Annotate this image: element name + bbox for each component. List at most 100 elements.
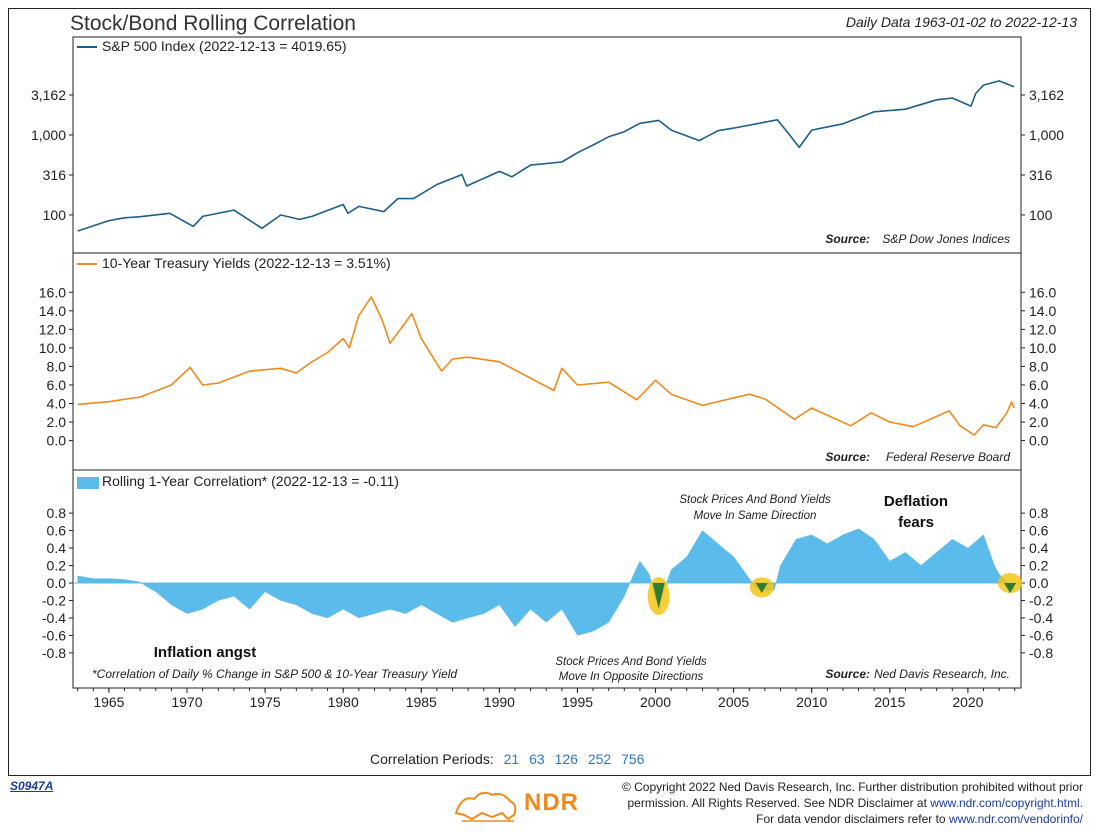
y-tick-label-right: 0.0 bbox=[1029, 575, 1049, 591]
source-value: Ned Davis Research, Inc. bbox=[874, 667, 1010, 681]
annotation-deflation-1: Deflation bbox=[884, 493, 948, 510]
y-tick-label-left: 100 bbox=[43, 207, 67, 223]
x-tick-label: 1980 bbox=[328, 694, 359, 710]
x-tick-label: 2005 bbox=[718, 694, 749, 710]
chart-frame bbox=[8, 8, 1091, 776]
y-tick-label-left: -0.4 bbox=[42, 610, 66, 626]
y-tick-label-left: 14.0 bbox=[39, 303, 66, 319]
series-line-yield bbox=[77, 296, 1015, 436]
highlight-negative-area bbox=[755, 583, 768, 593]
footnote: *Correlation of Daily % Change in S&P 50… bbox=[92, 667, 457, 681]
x-tick-label: 1970 bbox=[171, 694, 202, 710]
copyright-link[interactable]: www.ndr.com/copyright.html. bbox=[930, 796, 1083, 810]
period-21[interactable]: 21 bbox=[503, 751, 520, 767]
y-tick-label-left: 0.8 bbox=[47, 505, 67, 521]
y-tick-label-left: 12.0 bbox=[39, 321, 66, 337]
copyright-line-1: © Copyright 2022 Ned Davis Research, Inc… bbox=[621, 780, 1083, 794]
y-tick-label-right: -0.2 bbox=[1029, 592, 1053, 608]
annotation-same-direction-2: Move In Same Direction bbox=[694, 510, 817, 522]
x-tick-label: 1995 bbox=[562, 694, 593, 710]
y-tick-label-right: 0.2 bbox=[1029, 558, 1049, 574]
y-tick-label-right: -0.4 bbox=[1029, 610, 1053, 626]
y-tick-label-right: 16.0 bbox=[1029, 284, 1056, 300]
y-tick-label-left: 3,162 bbox=[31, 87, 66, 103]
period-63[interactable]: 63 bbox=[529, 751, 545, 767]
panel-border-sp500 bbox=[72, 36, 1022, 254]
y-tick-label-right: 4.0 bbox=[1029, 396, 1049, 412]
y-tick-label-left: 0.6 bbox=[47, 523, 67, 539]
y-tick-label-right: 10.0 bbox=[1029, 340, 1056, 356]
y-tick-label-right: 100 bbox=[1029, 207, 1053, 223]
page-title: Stock/Bond Rolling Correlation bbox=[70, 12, 356, 35]
y-tick-label-left: -0.6 bbox=[42, 627, 66, 643]
x-tick-label: 1975 bbox=[250, 694, 281, 710]
y-tick-label-right: 0.4 bbox=[1029, 540, 1049, 556]
period-756[interactable]: 756 bbox=[621, 751, 645, 767]
source-value: Federal Reserve Board bbox=[886, 450, 1010, 464]
y-tick-label-left: 0.2 bbox=[47, 558, 67, 574]
legend-swatch bbox=[77, 477, 99, 489]
y-tick-label-left: 316 bbox=[43, 167, 67, 183]
y-tick-label-right: 0.0 bbox=[1029, 433, 1049, 449]
y-tick-label-right: 6.0 bbox=[1029, 377, 1049, 393]
copyright-line-3: For data vendor disclaimers refer to bbox=[756, 812, 946, 826]
annotation-same-direction-1: Stock Prices And Bond Yields bbox=[679, 494, 831, 506]
correlation-area bbox=[77, 528, 1015, 636]
y-tick-label-right: 316 bbox=[1029, 167, 1053, 183]
source-label: Source: bbox=[825, 450, 870, 464]
x-tick-label: 1990 bbox=[484, 694, 515, 710]
series-line-sp500 bbox=[77, 80, 1015, 232]
source-label: Source: bbox=[825, 232, 870, 246]
period-252[interactable]: 252 bbox=[587, 751, 612, 767]
y-tick-label-right: 2.0 bbox=[1029, 414, 1049, 430]
source-label: Source: bbox=[825, 667, 870, 681]
y-tick-label-right: 0.6 bbox=[1029, 523, 1049, 539]
annotation-opposite-direction-1: Stock Prices And Bond Yields bbox=[555, 656, 707, 668]
panels: 3,162 3,162 1,000 1,000 316 316 100 100 S&P 500 … bbox=[31, 36, 1064, 710]
legend-label: S&P 500 Index (2022-12-13 = 4019.65) bbox=[102, 38, 347, 54]
x-tick-label: 1965 bbox=[93, 694, 124, 710]
y-tick-label-right: 14.0 bbox=[1029, 303, 1056, 319]
y-tick-label-left: -0.2 bbox=[42, 592, 66, 608]
x-tick-label: 2015 bbox=[874, 694, 905, 710]
annotation-deflation-2: fears bbox=[898, 514, 934, 531]
periods-label: Correlation Periods: bbox=[370, 751, 494, 767]
y-tick-label-left: 1,000 bbox=[31, 127, 66, 143]
y-tick-label-left: 6.0 bbox=[47, 377, 67, 393]
annotations: Stock Prices And Bond Yields Move In Sam… bbox=[154, 493, 948, 683]
highlight-negative-area bbox=[652, 583, 665, 609]
y-tick-label-left: 10.0 bbox=[39, 340, 66, 356]
period-126[interactable]: 126 bbox=[554, 751, 578, 767]
y-tick-label-left: 8.0 bbox=[47, 358, 67, 374]
highlight-negative-area bbox=[1004, 583, 1017, 593]
x-tick-label: 2010 bbox=[796, 694, 827, 710]
ndr-logo-text: NDR bbox=[524, 789, 579, 816]
vendor-info-link[interactable]: www.ndr.com/vendorinfo/ bbox=[948, 812, 1083, 826]
annotation-inflation-angst: Inflation angst bbox=[154, 644, 257, 661]
legend-label: Rolling 1-Year Correlation* (2022-12-13 … bbox=[102, 473, 399, 489]
panel-yield: 16.0 16.0 14.0 14.0 12.0 12.0 10.0 10.0 8.0 8.0 6.… bbox=[39, 252, 1056, 471]
y-tick-label-left: 0.0 bbox=[47, 575, 67, 591]
y-tick-label-left: 0.4 bbox=[47, 540, 67, 556]
y-tick-label-right: -0.8 bbox=[1029, 645, 1053, 661]
y-tick-label-left: -0.8 bbox=[42, 645, 66, 661]
chart-code-link[interactable]: S0947A bbox=[10, 779, 54, 793]
source-value: S&P Dow Jones Indices bbox=[882, 232, 1010, 246]
panel-corr: 0.8 0.80.6 0.60.4 0.40.2 0.20.0 0.0-0.2 -0.2-0… bbox=[42, 469, 1053, 689]
y-tick-label-right: 0.8 bbox=[1029, 505, 1049, 521]
legend-label: 10-Year Treasury Yields (2022-12-13 = 3.… bbox=[102, 255, 391, 271]
x-tick-label: 2020 bbox=[952, 694, 983, 710]
y-tick-label-right: 1,000 bbox=[1029, 127, 1064, 143]
date-range-subtitle: Daily Data 1963-01-02 to 2022-12-13 bbox=[845, 14, 1077, 30]
y-tick-label-left: 0.0 bbox=[47, 433, 67, 449]
panel-border-yield bbox=[72, 252, 1022, 471]
copyright-line-2: permission. All Rights Reserved. See NDR… bbox=[627, 796, 927, 810]
panel-sp500: 3,162 3,162 1,000 1,000 316 316 100 100 S&P 500 … bbox=[31, 36, 1064, 254]
y-tick-label-left: 4.0 bbox=[47, 396, 67, 412]
x-axis: 1965 1970 1975 1980 1985 1990 1995 2000 2005 2010… bbox=[77, 688, 1016, 710]
y-tick-label-right: 3,162 bbox=[1029, 87, 1064, 103]
y-tick-label-right: 12.0 bbox=[1029, 321, 1056, 337]
x-tick-label: 2000 bbox=[640, 694, 671, 710]
y-tick-label-right: 8.0 bbox=[1029, 358, 1049, 374]
